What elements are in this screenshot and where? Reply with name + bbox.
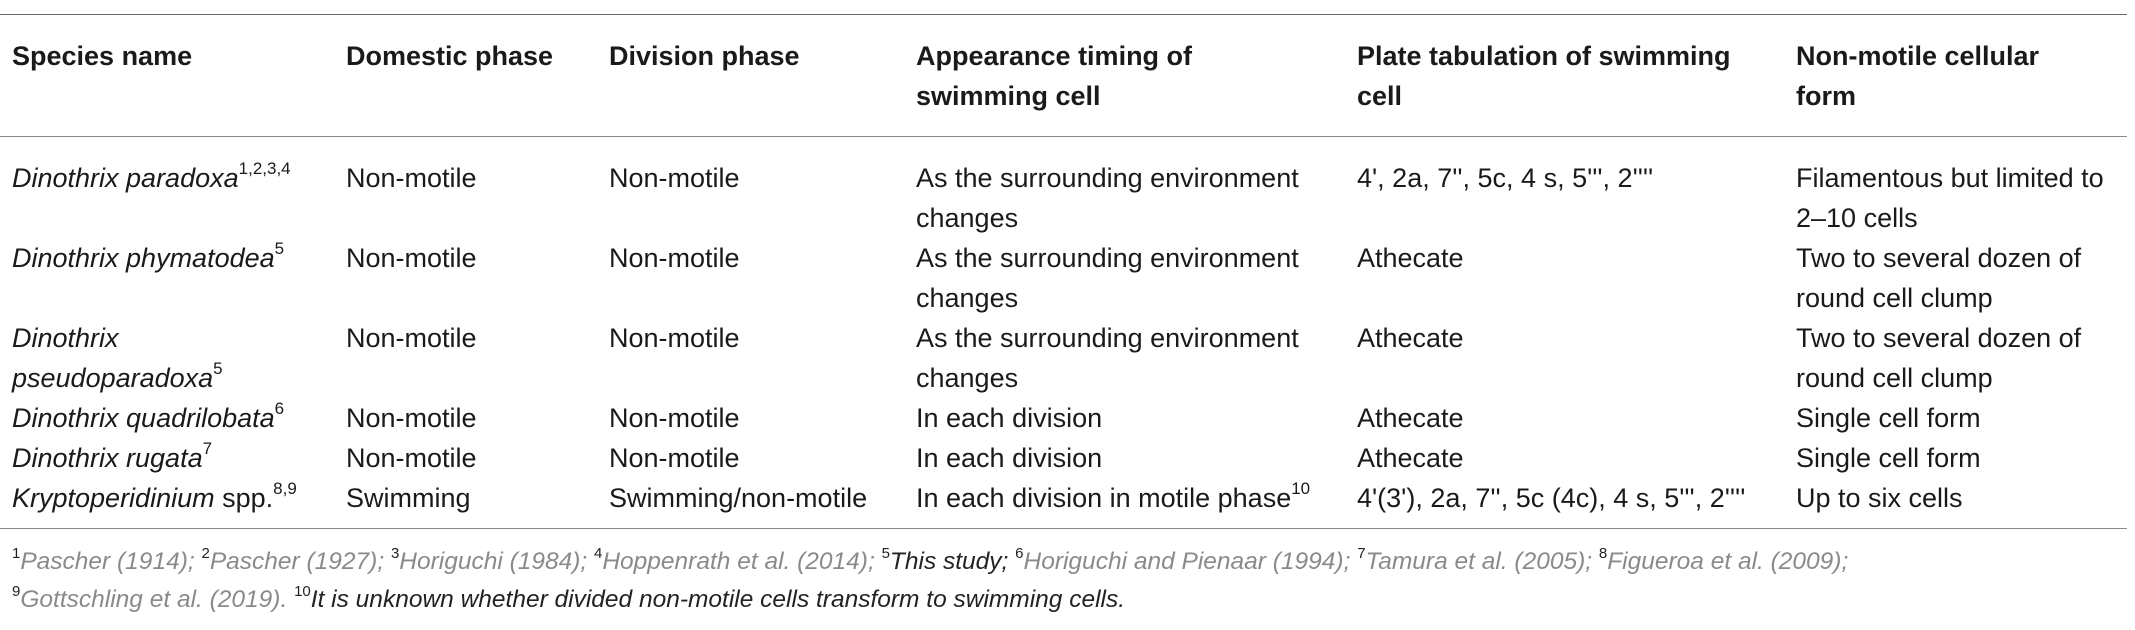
domestic-phase-cell: Non-motile xyxy=(346,163,477,193)
timing-cell: In each division xyxy=(916,443,1103,473)
species-cell: Dinothrix quadrilobata6 xyxy=(12,399,285,433)
footnote-entry: 1Pascher (1914); xyxy=(12,545,202,575)
domestic-phase-cell: Non-motile xyxy=(346,403,477,433)
table-row: Dinothrix pseudoparadoxa5 Non-motile Non-… xyxy=(0,318,2127,398)
footnote-entry: 9Gottschling et al. (2019). xyxy=(12,583,295,613)
division-phase-cell: Non-motile xyxy=(609,323,740,353)
footnote-entry: 2Pascher (1927); xyxy=(201,545,391,575)
table-body: Dinothrix paradoxa1,2,3,4 Non-motile Non… xyxy=(0,137,2127,529)
species-cell: Kryptoperidinium spp.8,9 xyxy=(12,479,297,513)
species-cell: Dinothrix rugata7 xyxy=(12,439,213,473)
domestic-phase-cell: Swimming xyxy=(346,483,471,513)
species-comparison-table: Species name Domestic phase Division pha… xyxy=(0,14,2127,529)
table-row: Dinothrix phymatodea5 Non-motile Non-mot… xyxy=(0,238,2127,318)
domestic-phase-cell: Non-motile xyxy=(346,243,477,273)
table-footnote: 1Pascher (1914); 2Pascher (1927); 3Horig… xyxy=(12,543,2112,619)
domestic-phase-cell: Non-motile xyxy=(346,323,477,353)
division-phase-cell: Non-motile xyxy=(609,403,740,433)
division-phase-cell: Non-motile xyxy=(609,443,740,473)
species-cell: Dinothrix paradoxa1,2,3,4 xyxy=(12,159,291,193)
footnote-entry: 3Horiguchi (1984); xyxy=(390,545,595,575)
plate-tabulation-cell: 4', 2a, 7'', 5c, 4 s, 5''', 2'''' xyxy=(1357,163,1654,193)
species-cell: Dinothrix pseudoparadoxa5 xyxy=(12,323,223,393)
plate-tabulation-cell: Athecate xyxy=(1357,403,1464,433)
header-domestic-phase: Domestic phase xyxy=(346,41,554,71)
cellular-form-cell: Two to several dozen of round cell clump xyxy=(1796,243,2082,313)
division-phase-cell: Non-motile xyxy=(609,243,740,273)
footnote-entry: 5This study; xyxy=(881,545,1016,575)
footnote-entry: 4Hoppenrath et al. (2014); xyxy=(594,545,882,575)
footnote-entry: 7Tamura et al. (2005); xyxy=(1357,545,1599,575)
timing-cell: As the surrounding environment changes xyxy=(916,323,1299,393)
timing-cell: As the surrounding environment changes xyxy=(916,163,1299,233)
footnote-line-1: 1Pascher (1914); 2Pascher (1927); 3Horig… xyxy=(12,543,2112,581)
header-non-motile-form: Non-motile cellular form xyxy=(1796,41,2040,111)
footnote-entry: 8Figueroa et al. (2009); xyxy=(1598,545,1849,575)
footnote-line-2: 9Gottschling et al. (2019). 10It is unkn… xyxy=(12,581,2112,619)
cellular-form-cell: Up to six cells xyxy=(1796,483,1963,513)
plate-tabulation-cell: Athecate xyxy=(1357,243,1464,273)
footnote-entry: 10It is unknown whether divided non-moti… xyxy=(294,583,1126,613)
division-phase-cell: Swimming/non-motile xyxy=(609,483,868,513)
plate-tabulation-cell: Athecate xyxy=(1357,323,1464,353)
table-header: Species name Domestic phase Division pha… xyxy=(0,14,2127,137)
header-row: Species name Domestic phase Division pha… xyxy=(0,14,2127,137)
timing-cell: In each division in motile phase10 xyxy=(916,479,1311,513)
table-row: Dinothrix paradoxa1,2,3,4 Non-motile Non… xyxy=(0,137,2127,239)
cellular-form-cell: Two to several dozen of round cell clump xyxy=(1796,323,2082,393)
plate-tabulation-cell: Athecate xyxy=(1357,443,1464,473)
header-appearance-timing: Appearance timing of swimming cell xyxy=(916,41,1193,111)
species-cell: Dinothrix phymatodea5 xyxy=(12,239,285,273)
table-row: Dinothrix rugata7 Non-motile Non-motile … xyxy=(0,438,2127,478)
domestic-phase-cell: Non-motile xyxy=(346,443,477,473)
header-species-name: Species name xyxy=(12,41,193,71)
species-table-container: Species name Domestic phase Division pha… xyxy=(0,14,2127,529)
footnote-entry: 6Horiguchi and Pienaar (1994); xyxy=(1015,545,1358,575)
timing-cell: In each division xyxy=(916,403,1103,433)
header-division-phase: Division phase xyxy=(609,41,800,71)
header-plate-tabulation: Plate tabulation of swimming cell xyxy=(1357,41,1731,111)
cellular-form-cell: Single cell form xyxy=(1796,403,1981,433)
table-row: Kryptoperidinium spp.8,9 Swimming Swimmi… xyxy=(0,478,2127,529)
division-phase-cell: Non-motile xyxy=(609,163,740,193)
timing-cell: As the surrounding environment changes xyxy=(916,243,1299,313)
plate-tabulation-cell: 4'(3'), 2a, 7'', 5c (4c), 4 s, 5''', 2''… xyxy=(1357,483,1746,513)
cellular-form-cell: Single cell form xyxy=(1796,443,1981,473)
cellular-form-cell: Filamentous but limited to 2–10 cells xyxy=(1796,163,2104,233)
table-row: Dinothrix quadrilobata6 Non-motile Non-m… xyxy=(0,398,2127,438)
